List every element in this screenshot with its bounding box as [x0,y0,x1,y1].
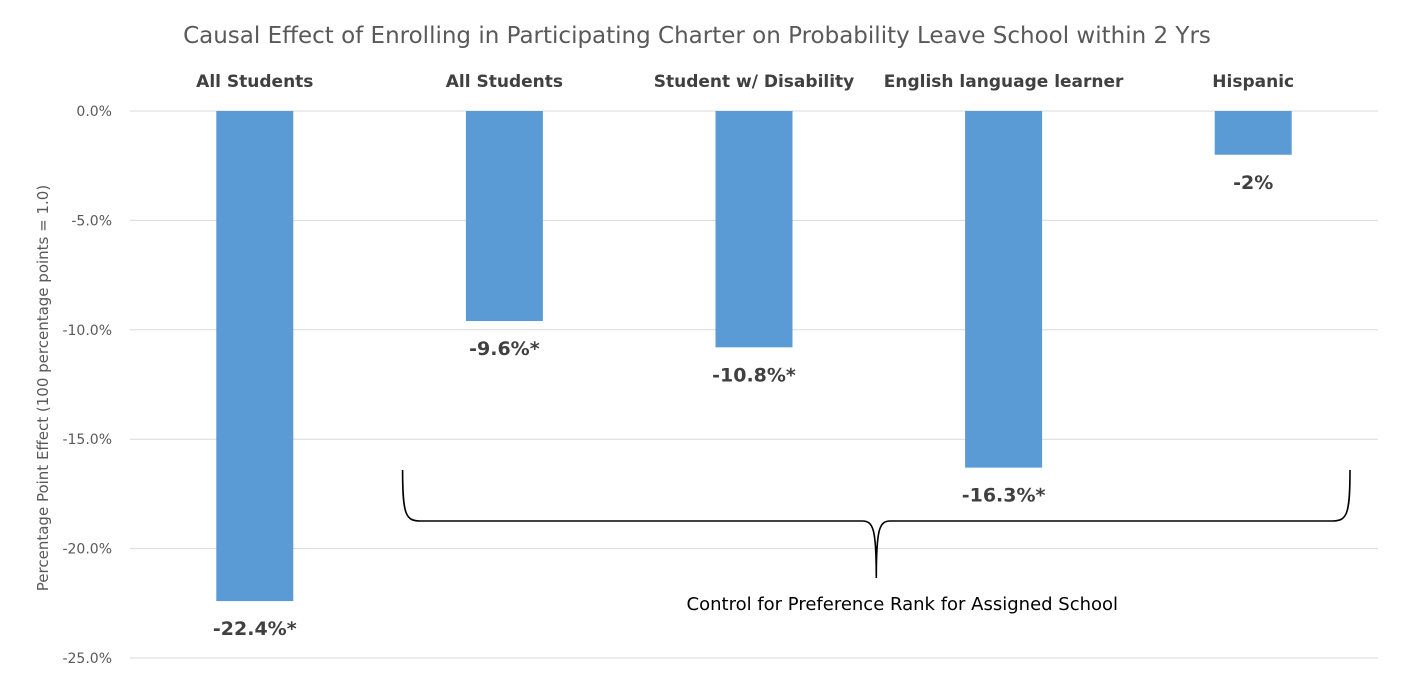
bar [715,111,793,348]
y-axis-ticks: 0.0% -5.0% -10.0% -15.0% -20.0% -25.0% [62,104,112,667]
data-label: -22.4%* [213,618,297,640]
data-label: -2% [1233,172,1273,194]
y-tick-label: -15.0% [62,432,112,448]
category-label: English language learner [884,72,1124,92]
y-tick-label: 0.0% [76,104,112,120]
y-tick-label: -20.0% [62,542,112,558]
y-axis-title: Percentage Point Effect (100 percentage … [34,185,52,591]
y-tick-label: -10.0% [62,323,112,339]
data-label: -16.3%* [962,485,1046,507]
data-label: -10.8%* [712,364,796,386]
category-labels: All Students All Students Student w/ Disab… [196,72,1294,92]
data-label: -9.6%* [469,338,540,360]
category-label: Hispanic [1212,72,1294,92]
category-label: All Students [196,72,313,92]
group-brace [401,469,1351,579]
bar [465,111,543,322]
bar [965,111,1043,468]
bars [216,111,1292,602]
chart-title: Causal Effect of Enrolling in Participat… [183,23,1211,49]
bar [216,111,294,602]
bar [1214,111,1292,155]
y-tick-label: -5.0% [71,213,112,229]
data-labels: -22.4%* -9.6%* -10.8%* -16.3%* -2% [213,172,1273,640]
annotation-label: Control for Preference Rank for Assigned… [687,594,1119,615]
y-tick-label: -25.0% [62,651,112,667]
category-label: All Students [446,72,563,92]
category-label: Student w/ Disability [654,72,855,92]
